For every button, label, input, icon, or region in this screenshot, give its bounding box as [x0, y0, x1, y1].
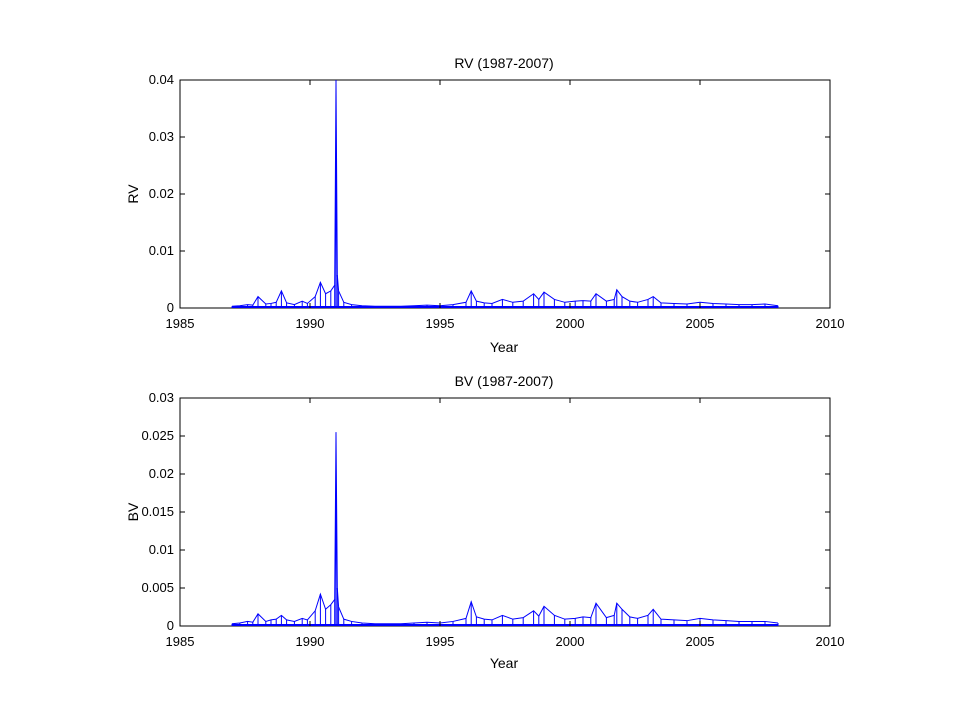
x-tick-label: 1985: [166, 316, 195, 331]
x-tick-label: 2000: [556, 316, 585, 331]
y-tick-label: 0.01: [149, 542, 174, 557]
y-tick-label: 0: [167, 618, 174, 633]
x-tick-label: 1995: [426, 634, 455, 649]
y-tick-label: 0.01: [149, 243, 174, 258]
y-tick-label: 0.04: [149, 72, 174, 87]
plot-area: [179, 397, 831, 627]
y-tick-label: 0.03: [149, 390, 174, 405]
series-line: [231, 432, 779, 625]
x-tick-label: 1985: [166, 634, 195, 649]
plot-area: [179, 79, 831, 309]
x-tick-label: 1995: [426, 316, 455, 331]
x-axis-label: Year: [490, 339, 519, 355]
y-tick-label: 0.03: [149, 129, 174, 144]
x-axis-label: Year: [490, 655, 519, 671]
y-tick-label: 0.005: [141, 580, 174, 595]
y-tick-label: 0.015: [141, 504, 174, 519]
chart-title: RV (1987-2007): [454, 55, 553, 71]
x-tick-label: 2000: [556, 634, 585, 649]
x-tick-label: 2005: [686, 316, 715, 331]
y-tick-label: 0.02: [149, 466, 174, 481]
chart-title: BV (1987-2007): [455, 373, 554, 389]
x-tick-label: 2010: [816, 634, 845, 649]
x-tick-label: 1990: [296, 634, 325, 649]
x-tick-label: 2005: [686, 634, 715, 649]
bv-chart: BV (1987-2007) 1985 1990 1995 2000 2005 2010 …: [125, 373, 844, 671]
y-axis-label: RV: [125, 184, 141, 204]
y-axis-label: BV: [125, 502, 141, 521]
y-tick-label: 0.02: [149, 186, 174, 201]
x-tick-label: 1990: [296, 316, 325, 331]
x-tick-label: 2010: [816, 316, 845, 331]
rv-chart: RV (1987-2007) 1985 1990 1995 2000 2005 2010 …: [125, 55, 844, 355]
y-tick-label: 0: [167, 300, 174, 315]
series-line: [231, 79, 779, 307]
y-tick-label: 0.025: [141, 428, 174, 443]
